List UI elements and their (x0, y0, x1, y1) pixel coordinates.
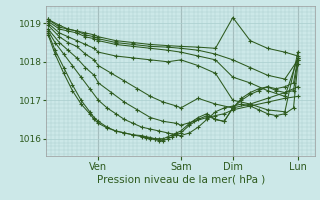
X-axis label: Pression niveau de la mer( hPa ): Pression niveau de la mer( hPa ) (97, 174, 265, 184)
